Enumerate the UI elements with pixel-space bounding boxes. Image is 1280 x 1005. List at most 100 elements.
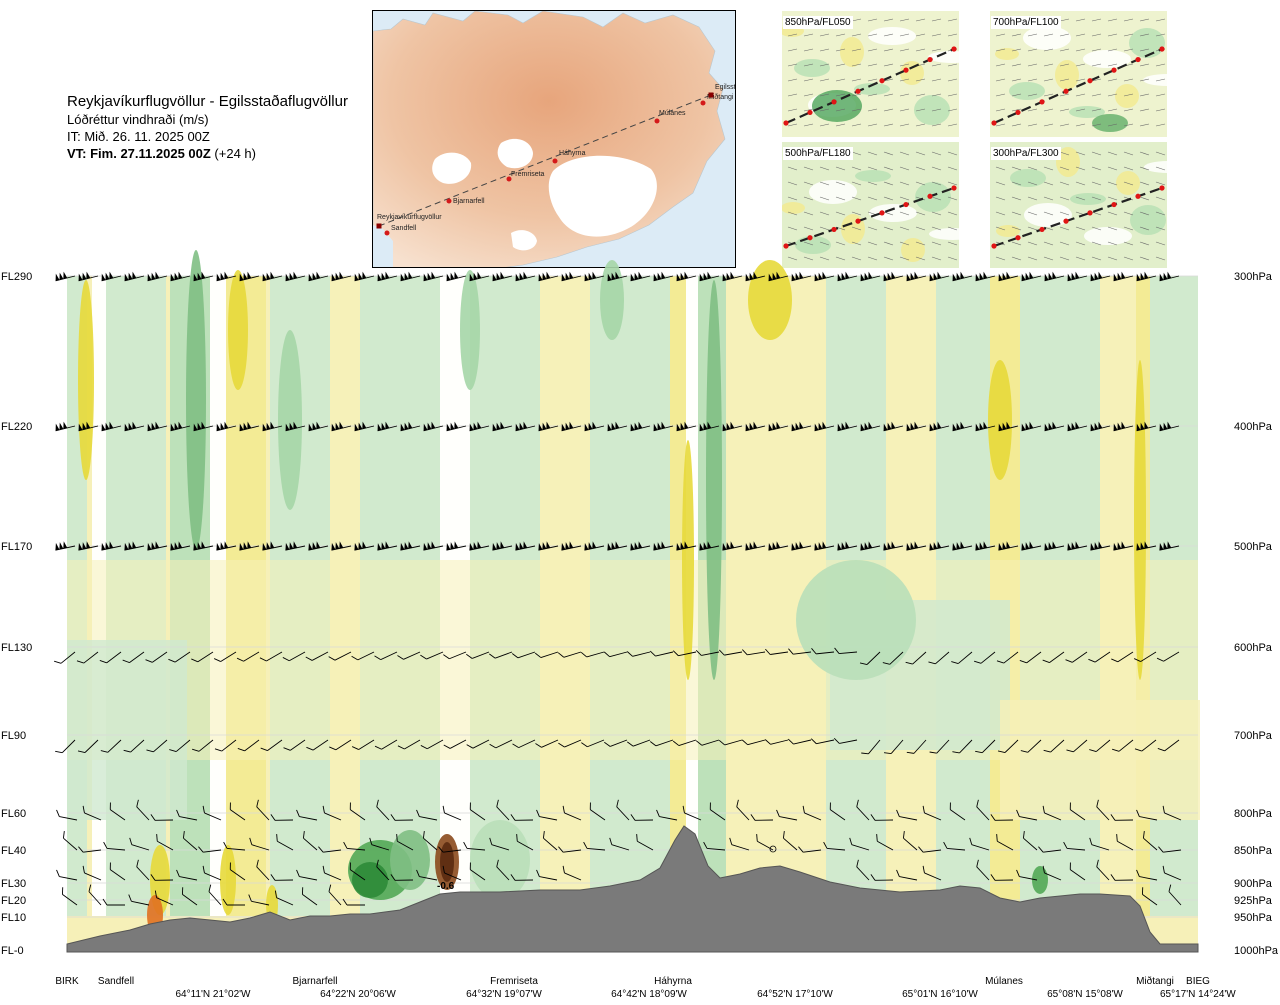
mini-map-barb <box>899 63 910 67</box>
wind-barb <box>124 541 145 551</box>
mini-map-barb <box>995 226 1006 231</box>
wind-barb <box>768 271 789 282</box>
wind-barb <box>262 541 283 551</box>
wind-barb <box>191 739 214 752</box>
wind-barbs <box>53 271 1182 906</box>
mini-map-barb <box>1107 211 1118 216</box>
wind-barb <box>1136 869 1158 881</box>
wind-barb <box>626 651 651 657</box>
mini-map-barb <box>1155 123 1166 127</box>
wind-barb <box>1065 651 1088 663</box>
map-waypoint-label: Miðtangi <box>707 93 734 101</box>
wind-barb <box>496 859 510 881</box>
wind-barb <box>308 541 329 551</box>
wind-barb <box>682 805 702 821</box>
mini-map-panel: 300hPa/FL300 <box>990 142 1167 268</box>
wind-barb <box>376 799 390 821</box>
mini-map-barb <box>1107 48 1118 52</box>
mini-map-barb <box>867 63 878 67</box>
wind-barb <box>653 271 674 282</box>
mini-map-barb <box>867 241 878 246</box>
mini-map-barb <box>995 93 1006 97</box>
wind-barb <box>952 739 973 754</box>
mini-map-barb <box>851 256 862 261</box>
flight-level-label: FL220 <box>1 421 32 433</box>
mini-map-barb <box>1139 18 1150 22</box>
mini-map-barb <box>1155 211 1166 216</box>
mini-map-waypoint <box>1015 235 1021 241</box>
wind-barb <box>538 271 559 282</box>
mini-map-barb <box>995 108 1006 112</box>
mini-map-barb <box>787 166 798 171</box>
field-cell <box>706 280 722 680</box>
wind-barb <box>536 809 558 821</box>
mini-map-barb <box>819 123 830 127</box>
wind-barb <box>331 271 352 282</box>
wind-barb <box>322 865 342 881</box>
map-waypoint-label: Sandfell <box>391 225 417 232</box>
mini-map-barb <box>1011 196 1022 201</box>
wind-barb <box>259 651 283 662</box>
mini-map-waypoint <box>1039 226 1045 233</box>
wind-barb <box>122 651 145 664</box>
coordinate-label: 64°42'N 18°09'W <box>611 989 687 1000</box>
mini-map-waypoint <box>855 88 861 94</box>
wind-barb <box>584 541 605 551</box>
mini-map-barb <box>867 48 878 52</box>
wind-barb <box>342 898 365 906</box>
wind-barb <box>653 541 674 551</box>
coordinate-label: 65°08'N 15°08'W <box>1047 989 1123 1000</box>
pressure-level-label: 900hPa <box>1234 878 1273 890</box>
wind-barb <box>260 739 283 752</box>
mini-map-barb <box>931 181 942 186</box>
mini-map-barb <box>1091 166 1102 171</box>
wind-barb <box>492 421 513 432</box>
wind-barb <box>249 837 270 851</box>
mini-map-barb <box>1027 166 1038 171</box>
wind-barb <box>446 541 467 551</box>
mini-map-barb <box>899 78 910 82</box>
map-waypoint-marker <box>376 223 382 229</box>
mini-map-barb <box>931 33 942 37</box>
wind-barb <box>856 799 870 821</box>
wind-barb <box>676 271 697 282</box>
mini-map-barb <box>803 226 814 231</box>
wind-barb <box>239 421 260 432</box>
wind-barb <box>156 834 174 851</box>
mini-map-barb <box>819 33 830 37</box>
flight-level-label: FL90 <box>1 730 26 742</box>
mini-map-waypoint <box>1159 46 1165 52</box>
wind-barb <box>469 862 486 881</box>
mini-map-barb <box>947 18 958 22</box>
wind-barb <box>318 846 342 853</box>
mini-map-barb <box>995 123 1006 127</box>
mini-map-barb <box>947 93 958 97</box>
wind-barb <box>55 739 76 754</box>
title-block: Reykjavíkurflugvöllur - Egilsstaðaflugvö… <box>67 92 348 162</box>
wind-barb <box>882 651 904 665</box>
mini-map-barb <box>1075 63 1086 67</box>
wind-barb <box>492 541 513 551</box>
wind-barb <box>695 739 720 746</box>
wind-barb <box>239 271 260 282</box>
mini-map-barb <box>931 48 942 52</box>
wind-barb <box>78 271 99 282</box>
waypoint-label: Fremriseta <box>490 976 538 987</box>
mini-map-barb <box>947 256 958 261</box>
wind-barb <box>975 421 996 432</box>
wind-barb <box>150 874 174 881</box>
wind-barb <box>1020 739 1042 753</box>
wind-barb <box>511 651 536 659</box>
mini-map-barb <box>1059 108 1070 112</box>
coordinate-label: 65°01'N 16°10'W <box>902 989 978 1000</box>
mini-map-barb <box>947 151 958 156</box>
mini-map-barb <box>867 166 878 171</box>
mini-map-barb <box>819 211 830 216</box>
mini-map-barb <box>1139 63 1150 67</box>
mini-map-label: 850hPa/FL050 <box>783 16 853 29</box>
mini-map-waypoint <box>783 120 789 126</box>
wind-barb <box>150 814 174 821</box>
mini-map-waypoint <box>951 185 957 191</box>
wind-barb <box>1134 739 1157 752</box>
mini-map-barb <box>787 196 798 201</box>
